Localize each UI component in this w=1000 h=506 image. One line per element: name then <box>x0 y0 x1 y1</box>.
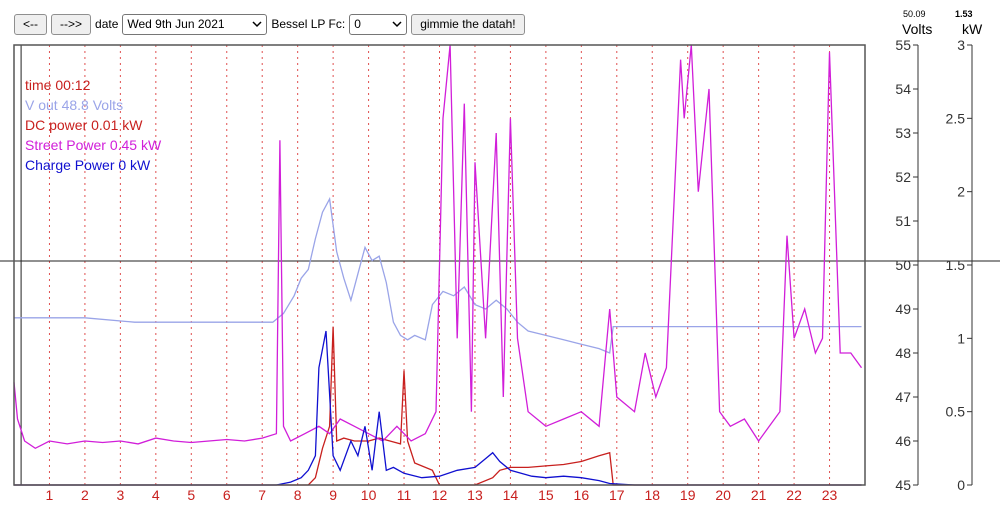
kw-tick-label: 1 <box>957 330 965 346</box>
series-line-v-out <box>14 196 862 354</box>
legend-charge-power: Charge Power 0 kW <box>25 157 151 173</box>
volts-tick-label: 52 <box>895 169 911 185</box>
series-line-street-power <box>13 44 863 450</box>
date-label: date <box>95 17 119 31</box>
submit-button[interactable]: gimmie the datah! <box>411 13 525 35</box>
x-tick-label: 23 <box>822 487 838 503</box>
volts-tick-label: 55 <box>895 37 911 53</box>
x-tick-label: 21 <box>751 487 767 503</box>
x-tick-label: 2 <box>81 487 89 503</box>
volts-tick-label: 54 <box>895 81 911 97</box>
kw-tick-label: 2 <box>957 184 965 200</box>
x-tick-label: 13 <box>467 487 483 503</box>
filter-select-value: 0 <box>354 17 361 31</box>
date-select[interactable]: Wed 9th Jun 2021 <box>122 13 268 35</box>
x-tick-label: 14 <box>503 487 519 503</box>
x-tick-label: 9 <box>329 487 337 503</box>
legend-time: time 00:12 <box>25 77 91 93</box>
volts-header-value: 50.09 <box>903 9 926 19</box>
plot-frame <box>13 44 866 486</box>
chart-legend: time 00:12 V out 48.8 Volts DC power 0.0… <box>25 75 161 175</box>
series-line-dc-power <box>14 326 862 486</box>
x-tick-label: 11 <box>397 487 412 503</box>
legend-dc-power: DC power 0.01 kW <box>25 117 143 133</box>
kw-unit-label: kW <box>962 21 983 37</box>
chevron-down-icon <box>252 17 262 31</box>
x-tick-label: 6 <box>223 487 231 503</box>
x-tick-label: 20 <box>715 487 731 503</box>
kw-tick-label: 3 <box>957 37 965 53</box>
x-tick-label: 8 <box>294 487 302 503</box>
x-tick-label: 22 <box>786 487 802 503</box>
volts-unit-label: Volts <box>902 21 933 37</box>
x-tick-label: 16 <box>574 487 590 503</box>
date-select-value: Wed 9th Jun 2021 <box>127 17 225 31</box>
kw-tick-label: 2.5 <box>946 110 966 126</box>
prev-day-button[interactable]: <-- <box>14 13 47 35</box>
legend-vout: V out 48.8 Volts <box>25 97 124 113</box>
x-tick-label: 18 <box>644 487 660 503</box>
volts-tick-label: 50 <box>895 257 911 273</box>
volts-tick-label: 46 <box>895 433 911 449</box>
series-line-charge-power <box>14 330 862 486</box>
volts-tick-label: 48 <box>895 345 911 361</box>
kw-tick-label: 0 <box>957 477 965 493</box>
x-tick-label: 10 <box>361 487 377 503</box>
x-tick-label: 3 <box>116 487 124 503</box>
x-tick-label: 1 <box>46 487 54 503</box>
x-tick-label: 19 <box>680 487 696 503</box>
legend-street-power: Street Power 0.45 kW <box>25 137 162 153</box>
filter-label: Bessel LP Fc: <box>271 17 346 31</box>
chevron-down-icon <box>392 17 402 31</box>
next-day-button[interactable]: -->> <box>51 13 92 35</box>
toolbar: <-- -->> date Wed 9th Jun 2021 Bessel LP… <box>14 13 525 35</box>
x-tick-label: 15 <box>538 487 554 503</box>
volts-tick-label: 49 <box>895 301 911 317</box>
volts-tick-label: 51 <box>895 213 911 229</box>
volts-tick-label: 47 <box>895 389 911 405</box>
x-tick-label: 12 <box>432 487 448 503</box>
filter-select[interactable]: 0 <box>349 13 408 35</box>
volts-tick-label: 53 <box>895 125 911 141</box>
x-tick-label: 17 <box>609 487 625 503</box>
kw-header-value: 1.53 <box>955 9 973 19</box>
x-tick-label: 7 <box>258 487 266 503</box>
kw-tick-label: 1.5 <box>946 257 966 273</box>
volts-tick-label: 45 <box>895 477 911 493</box>
x-tick-label: 4 <box>152 487 160 503</box>
kw-tick-label: 0.5 <box>946 404 966 420</box>
x-tick-label: 5 <box>187 487 195 503</box>
